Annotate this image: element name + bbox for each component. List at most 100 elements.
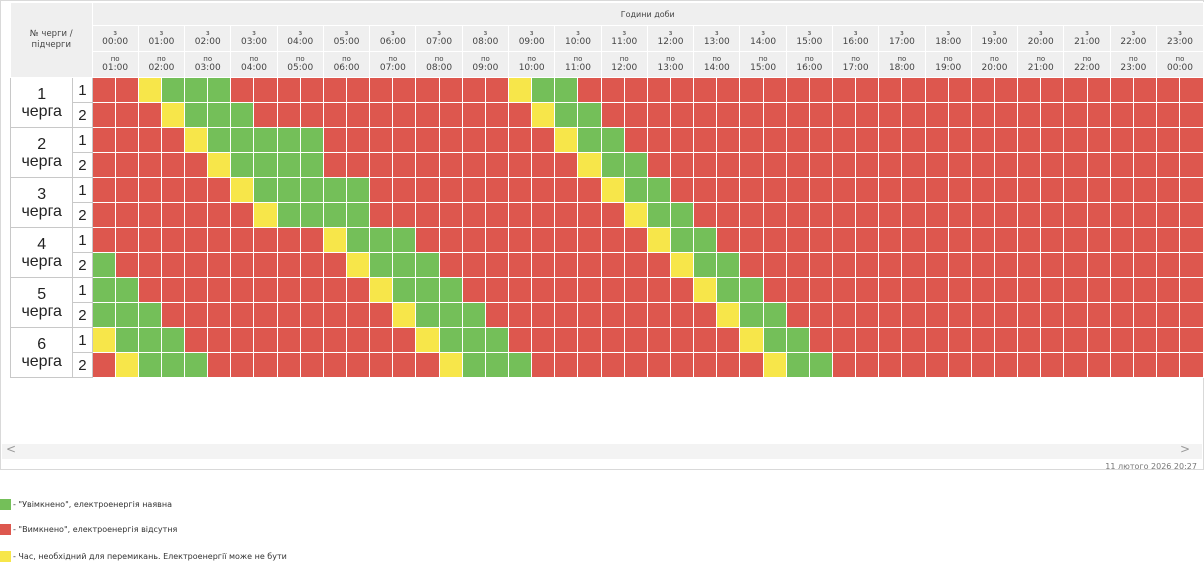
schedule-cell: [184, 252, 209, 278]
to-prefix: по: [897, 55, 907, 63]
to-time: 11:00: [564, 63, 591, 73]
schedule-cell: [369, 102, 394, 128]
schedule-cell: [508, 127, 533, 153]
schedule-cell: [392, 202, 417, 228]
schedule-cell: [693, 152, 718, 178]
schedule-cell: [646, 77, 672, 103]
schedule-cell: [831, 152, 857, 178]
schedule-cell: [808, 327, 834, 353]
hour-from-label: з 09:00: [508, 25, 556, 52]
schedule-cell: [276, 152, 301, 178]
schedule-cell: [762, 227, 787, 253]
legend-swatch: [0, 499, 11, 510]
to-time: 10:00: [518, 63, 545, 73]
to-time: 01:00: [102, 63, 129, 73]
hour-from-label: з 20:00: [1017, 25, 1065, 52]
schedule-cell: [785, 202, 810, 228]
scroll-left-arrow-icon[interactable]: <: [6, 442, 17, 456]
schedule-cell: [369, 352, 394, 378]
to-prefix: по: [804, 55, 814, 63]
schedule-cell: [1109, 302, 1134, 328]
from-prefix: з: [298, 29, 303, 37]
schedule-cell: [600, 202, 625, 228]
schedule-cell: [114, 152, 139, 178]
from-prefix: з: [946, 29, 951, 37]
schedule-cell: [577, 327, 602, 353]
schedule-cell: [253, 327, 278, 353]
queue-row: 2: [11, 102, 1204, 128]
horizontal-scrollbar[interactable]: < >: [2, 442, 1202, 459]
schedule-cell: [392, 327, 417, 353]
queue-word: черга: [21, 202, 62, 220]
from-prefix: з: [483, 29, 488, 37]
legend-swatch: [0, 524, 11, 535]
schedule-cell: [392, 227, 417, 253]
to-time: 02:00: [148, 63, 175, 73]
schedule-cell: [392, 302, 417, 328]
from-time: 15:00: [796, 37, 823, 47]
schedule-cell: [762, 152, 787, 178]
from-time: 03:00: [241, 37, 267, 47]
schedule-cell: [623, 227, 648, 253]
schedule-cell: [762, 177, 787, 203]
scroll-right-arrow-icon[interactable]: >: [1179, 442, 1190, 456]
hour-from-label: з 01:00: [137, 25, 186, 52]
schedule-cell: [831, 102, 857, 128]
schedule-cell: [230, 352, 255, 378]
legend-item-on: - "Увімкнено", електроенергія наявна: [0, 498, 172, 512]
schedule-cell: [855, 77, 880, 103]
schedule-cell: [137, 77, 162, 103]
schedule-cell: [369, 327, 394, 353]
from-time: 21:00: [1074, 37, 1101, 47]
schedule-cell: [415, 202, 440, 228]
schedule-cell: [1017, 327, 1042, 353]
schedule-cell: [716, 277, 741, 303]
hour-to-label: по 17:00: [831, 51, 880, 78]
schedule-cell: [346, 152, 371, 178]
from-time: 07:00: [426, 37, 453, 47]
from-time: 02:00: [194, 37, 221, 47]
legend-text: - Час, необхідний для перемикань. Електр…: [13, 552, 287, 561]
schedule-cell: [785, 227, 810, 253]
to-prefix: по: [943, 55, 953, 63]
queue-number: 6: [37, 335, 47, 353]
schedule-cell: [253, 152, 278, 178]
schedule-cell: [785, 327, 810, 353]
schedule-cell: [299, 277, 324, 303]
schedule-cell: [693, 352, 718, 378]
schedule-cell: [577, 302, 602, 328]
schedule-cell: [253, 277, 278, 303]
hour-to-label: по 14:00: [693, 51, 741, 78]
from-time: 12:00: [657, 37, 684, 47]
schedule-cell: [253, 102, 278, 128]
schedule-cell: [901, 177, 926, 203]
hour-to-label: по 11:00: [554, 51, 602, 78]
schedule-cell: [1179, 352, 1204, 378]
schedule-cell: [461, 352, 486, 378]
schedule-cell: [415, 102, 440, 128]
schedule-cell: [947, 102, 972, 128]
hour-to-label: по 19:00: [924, 51, 972, 78]
schedule-cell: [253, 302, 278, 328]
schedule-cell: [670, 277, 695, 303]
subqueue-label: 2: [72, 352, 93, 378]
schedule-cell: [91, 252, 116, 278]
schedule-cell: [600, 252, 625, 278]
schedule-cell: [739, 252, 764, 278]
hour-from-label: з 13:00: [693, 25, 741, 52]
schedule-cell: [993, 227, 1019, 253]
schedule-cell: [1155, 227, 1181, 253]
subqueue-label: 2: [72, 302, 93, 328]
schedule-cell: [855, 327, 880, 353]
schedule-cell: [577, 252, 602, 278]
schedule-cell: [184, 202, 209, 228]
schedule-cell: [207, 327, 232, 353]
schedule-cell: [831, 252, 857, 278]
queue-row: 1 черга 1: [9, 77, 1204, 128]
schedule-cell: [160, 302, 186, 328]
schedule-cell: [484, 252, 510, 278]
schedule-cell: [299, 227, 324, 253]
from-time: 05:00: [333, 37, 360, 47]
hour-to-label: по 20:00: [970, 51, 1019, 78]
schedule-cell: [970, 302, 995, 328]
